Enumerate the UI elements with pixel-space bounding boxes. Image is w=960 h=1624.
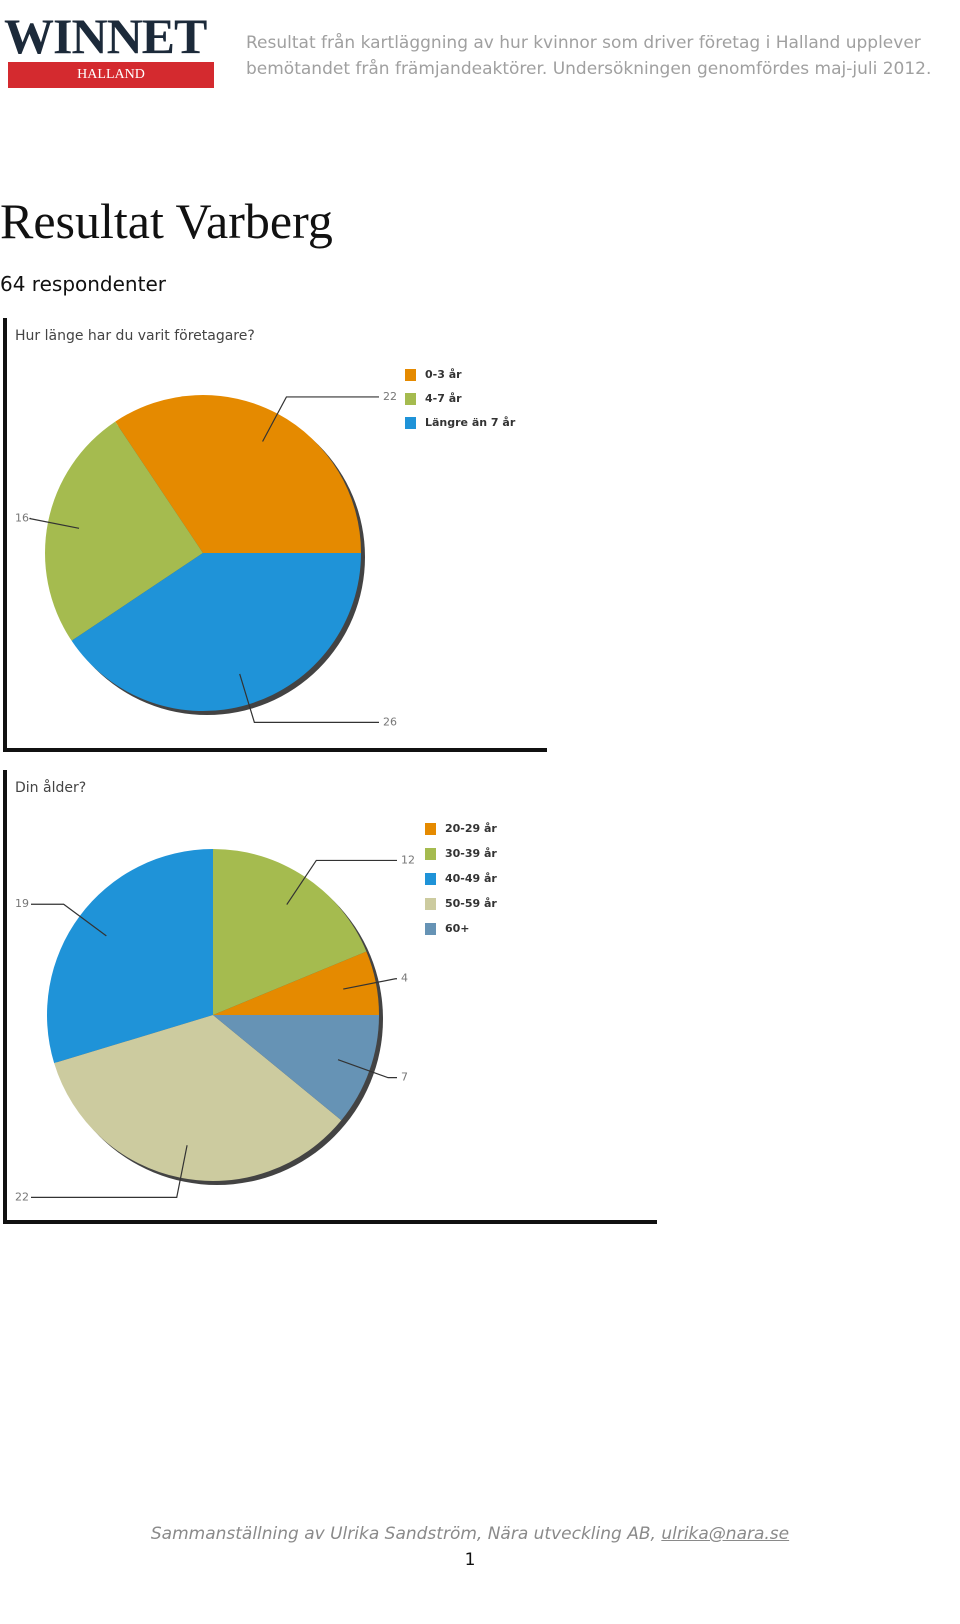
chart-title: Hur länge har du varit företagare?	[15, 328, 255, 344]
header-line: Resultat från kartläggning av hur kvinno…	[246, 33, 921, 53]
legend-swatch	[425, 898, 436, 910]
data-label: 4	[401, 972, 408, 985]
header-text: Resultat från kartläggning av hur kvinno…	[246, 30, 931, 82]
leader-line	[262, 396, 379, 442]
legend-swatch	[405, 393, 416, 405]
leader-line	[29, 517, 80, 529]
legend-swatch	[405, 369, 416, 381]
data-label: 19	[15, 897, 29, 910]
pie-slice	[213, 1015, 379, 1121]
leader-line	[239, 673, 379, 723]
legend-label: 20-29 år	[445, 822, 497, 835]
legend-label: 30-39 år	[445, 847, 497, 860]
legend-swatch	[425, 823, 436, 835]
chart-title: Din ålder?	[15, 779, 86, 796]
leader-line	[343, 978, 397, 990]
leader-line	[337, 1059, 397, 1079]
logo-region: HALLAND	[8, 62, 214, 88]
pie-slice	[213, 951, 379, 1015]
page-title: Resultat Varberg	[0, 193, 333, 249]
header-line: bemötandet från främjandeaktörer. Unders…	[246, 59, 932, 79]
pie-slice	[54, 1015, 342, 1181]
legend-label: 40-49 år	[445, 872, 497, 885]
footer: Sammanställning av Ulrika Sandström, När…	[0, 1524, 940, 1544]
data-label: 22	[15, 1190, 29, 1203]
pie-slice	[71, 553, 361, 711]
legend-swatch	[425, 923, 436, 935]
footer-email[interactable]: ulrika@nara.se	[661, 1524, 790, 1544]
legend-label: Längre än 7 år	[425, 416, 516, 429]
legend-label: 50-59 år	[445, 897, 497, 910]
pie-slice	[46, 849, 214, 1064]
page-number: 1	[464, 1550, 476, 1570]
data-label: 26	[383, 715, 397, 728]
leader-line	[31, 1145, 188, 1198]
legend-swatch	[425, 848, 436, 860]
data-label: 7	[401, 1071, 408, 1084]
data-label: 22	[383, 390, 397, 403]
logo: WINNET HALLAND	[4, 8, 216, 88]
data-label: 12	[401, 853, 415, 866]
legend-swatch	[405, 417, 416, 429]
pie-slice	[115, 395, 361, 553]
logo-name: WINNET	[4, 8, 207, 64]
leader-line	[31, 903, 107, 937]
pie-slice	[213, 848, 367, 1015]
legend-label: 60+	[445, 922, 470, 935]
data-label: 16	[15, 511, 29, 524]
legend-swatch	[425, 873, 436, 885]
footer-text: Sammanställning av Ulrika Sandström, När…	[150, 1524, 656, 1544]
respondents: 64 respondenter	[0, 272, 166, 296]
pie-slice	[45, 421, 203, 641]
legend-label: 4-7 år	[425, 392, 462, 405]
legend-label: 0-3 år	[425, 368, 462, 381]
leader-line	[286, 859, 397, 905]
